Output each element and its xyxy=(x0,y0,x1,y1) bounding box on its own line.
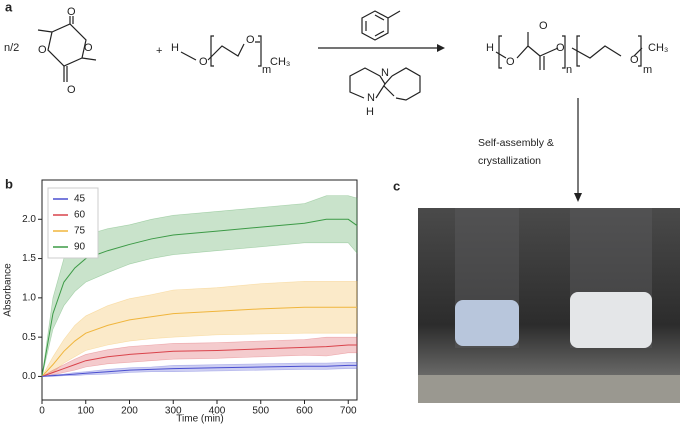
product-brackets xyxy=(498,35,642,69)
lactide-structure xyxy=(37,16,97,82)
y-axis-label: Absorbance xyxy=(3,263,14,317)
scheme-label: O xyxy=(67,6,76,18)
legend-label: 90 xyxy=(74,242,86,253)
y-tick-label: 0.0 xyxy=(22,371,36,382)
legend-label: 75 xyxy=(74,226,86,237)
series-line xyxy=(41,364,357,377)
panel-label: b xyxy=(5,176,13,191)
x-tick-label: 100 xyxy=(77,406,94,417)
scheme-label: H xyxy=(171,42,179,54)
peg-bonds xyxy=(180,41,260,61)
x-tick-label: 500 xyxy=(252,406,269,417)
x-tick-label: 300 xyxy=(165,406,182,417)
panel-label: c xyxy=(393,178,400,193)
scheme-label: CH₃ xyxy=(270,56,290,68)
tbd-catalyst xyxy=(349,67,421,101)
scheme-label: N xyxy=(381,67,389,79)
scheme-label: O xyxy=(67,84,76,96)
scheme-label: H xyxy=(486,42,494,54)
scheme-label: N xyxy=(367,92,375,104)
legend-label: 60 xyxy=(74,210,86,221)
scheme-label: O xyxy=(199,56,208,68)
scheme-label: m xyxy=(262,64,271,76)
toluene xyxy=(361,10,401,41)
product-bonds xyxy=(495,32,643,70)
scheme-label: + xyxy=(156,45,162,57)
photo xyxy=(418,208,680,403)
brackets xyxy=(210,35,262,67)
arrowhead xyxy=(574,193,582,202)
plot-frame xyxy=(41,179,358,401)
y-tick-label: 2.0 xyxy=(22,214,36,225)
scheme-label: H xyxy=(366,106,374,118)
series-line xyxy=(41,306,357,377)
scheme-label: O xyxy=(84,42,93,54)
arrowhead xyxy=(437,44,445,52)
y-tick-label: 1.5 xyxy=(22,253,36,264)
scheme-label: m xyxy=(643,64,652,76)
scheme-label: O xyxy=(506,56,515,68)
x-tick-label: 400 xyxy=(209,406,226,417)
scheme-label: n xyxy=(566,64,572,76)
x-tick-label: 700 xyxy=(340,406,357,417)
x-axis-label: Time (min) xyxy=(176,414,223,425)
scheme-label: O xyxy=(539,20,548,32)
scheme-label: n/2 xyxy=(4,42,19,54)
x-tick-label: 0 xyxy=(39,406,45,417)
x-tick-label: 600 xyxy=(296,406,313,417)
scheme-label: O xyxy=(38,44,47,56)
scheme-label: CH₃ xyxy=(648,42,668,54)
series-line xyxy=(41,344,357,377)
x-tick-label: 200 xyxy=(121,406,138,417)
y-tick-label: 1.0 xyxy=(22,292,36,303)
scheme-label: O xyxy=(556,42,565,54)
series-line xyxy=(41,218,358,377)
legend-label: 45 xyxy=(74,194,86,205)
scheme-label: O xyxy=(246,34,255,46)
scheme-label: O xyxy=(630,54,639,66)
y-tick-label: 0.5 xyxy=(22,332,36,343)
scheme-label: Self-assembly & xyxy=(478,137,554,149)
scheme-label: crystallization xyxy=(478,155,541,167)
panel-label: a xyxy=(5,0,13,14)
